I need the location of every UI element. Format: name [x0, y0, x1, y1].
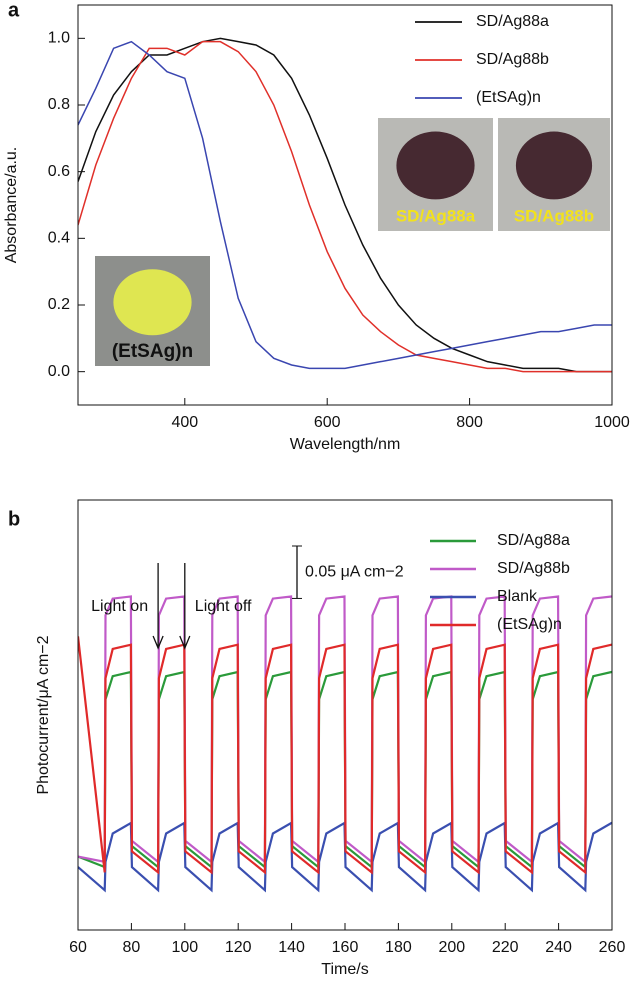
x-tick-label: 120 [225, 939, 252, 956]
y-axis-title: Absorbance/a.u. [3, 147, 20, 264]
x-tick-label: 60 [69, 939, 87, 956]
y-axis-title: Photocurrent/μA cm−2 [35, 635, 52, 794]
y-tick-label: 0.4 [48, 230, 70, 247]
legend-label: Blank [497, 588, 538, 605]
x-tick-label: 100 [171, 939, 198, 956]
annotation: Light off [195, 598, 252, 615]
y-tick-label: 0.8 [48, 96, 70, 113]
photo-label: (EtSAg)n [112, 341, 193, 362]
y-tick-label: 0.2 [48, 296, 70, 313]
photo-label: SD/Ag88b [514, 206, 594, 225]
x-tick-label: 200 [438, 939, 465, 956]
photo-powder [113, 269, 192, 336]
y-tick-label: 1.0 [48, 30, 70, 47]
legend-label: SD/Ag88b [476, 51, 549, 68]
panel-label: a [8, 0, 20, 21]
x-tick-label: 800 [456, 414, 483, 431]
x-axis-title: Wavelength/nm [290, 436, 401, 453]
legend-label: SD/Ag88b [497, 560, 570, 577]
y-tick-label: 0.0 [48, 363, 70, 380]
x-tick-label: 1000 [594, 414, 630, 431]
x-tick-label: 240 [545, 939, 572, 956]
arrow-head [152, 635, 164, 650]
legend-label: (EtSAg)n [497, 616, 562, 633]
series-line [78, 40, 612, 370]
x-tick-label: 220 [492, 939, 519, 956]
photo-label: SD/Ag88a [396, 206, 476, 225]
legend-label: SD/Ag88a [497, 532, 570, 549]
panel-label: b [8, 508, 20, 530]
y-tick-label: 0.6 [48, 163, 70, 180]
photo-powder [396, 131, 475, 200]
series-line [78, 37, 612, 373]
scale-bar-label: 0.05 μA cm−2 [305, 563, 404, 580]
x-tick-label: 140 [278, 939, 305, 956]
annotation: Light on [91, 598, 148, 615]
x-tick-label: 400 [171, 414, 198, 431]
x-tick-label: 80 [123, 939, 141, 956]
x-tick-label: 160 [332, 939, 359, 956]
series-line [78, 636, 612, 875]
x-tick-label: 600 [314, 414, 341, 431]
x-axis-title: Time/s [321, 961, 368, 978]
series-line [78, 40, 612, 373]
arrow-head [179, 635, 191, 650]
photo-powder [515, 131, 593, 200]
plot-frame [77, 4, 613, 406]
x-tick-label: 260 [599, 939, 626, 956]
legend-label: SD/Ag88a [476, 13, 549, 30]
legend-label: (EtSAg)n [476, 89, 541, 106]
x-tick-label: 180 [385, 939, 412, 956]
